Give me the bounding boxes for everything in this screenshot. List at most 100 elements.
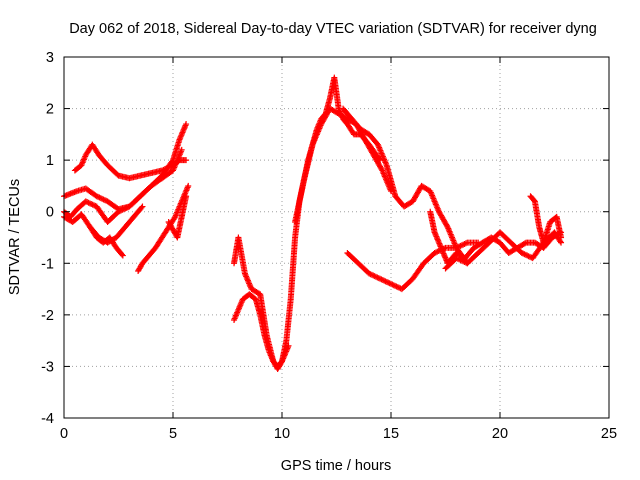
data-point [138,204,145,211]
data-point [99,195,106,202]
data-point [118,207,125,214]
data-point [394,284,401,291]
x-tick-label: 20 [492,426,508,442]
data-point [518,249,525,256]
data-point [285,342,292,349]
data-point [432,249,439,256]
data-point [558,239,565,246]
data-point [434,248,441,255]
data-point [119,252,126,259]
data-point [381,277,388,284]
data-point [461,240,468,247]
data-point [366,270,373,277]
data-point [462,240,469,247]
x-tick-label: 25 [601,426,617,442]
data-point [378,276,385,283]
data-point [375,275,382,282]
data-point [119,206,126,213]
y-tick-label: -2 [41,308,54,324]
data-point [118,251,125,258]
plot-frame [63,56,610,419]
data-point [122,205,129,212]
data-point [86,200,93,207]
data-point [123,204,130,211]
y-tick-label: -4 [41,411,54,427]
data-point [522,251,529,258]
data-point [183,193,190,200]
data-point [370,272,377,279]
data-point [378,166,385,173]
series-arc14 [442,229,565,272]
data-point [456,256,463,263]
series-arc15 [527,193,565,246]
x-tick-label: 5 [169,426,177,442]
series-arc9 [231,291,292,373]
data-point [100,196,107,203]
y-tick-label: 2 [46,102,54,118]
data-point [374,274,381,281]
y-axis-label: SDTVAR / TECUs [7,179,23,295]
data-point [557,238,564,245]
data-point [390,282,397,289]
data-point [85,199,92,206]
series-arc10 [292,105,394,226]
data-point [101,197,108,204]
data-point [373,273,380,280]
data-point [185,182,192,189]
data-point [521,240,528,247]
y-tick-label: -1 [41,256,54,272]
data-point [84,199,91,206]
data-point [385,279,392,286]
data-point [93,193,100,200]
x-axis-label: GPS time / hours [281,458,391,474]
data-point [453,244,460,251]
data-point [82,198,89,205]
data-point [95,193,102,200]
data-point [393,283,400,290]
chart-title: Day 062 of 2018, Sidereal Day-to-day VTE… [69,21,597,37]
data-point [278,359,285,366]
data-point [431,249,438,256]
x-tick-label: 10 [274,426,290,442]
data-point [460,258,467,265]
data-point [368,271,375,278]
data-point [457,242,464,249]
data-point [520,250,527,257]
data-point [383,278,390,285]
data-point [97,195,104,202]
series-arc7 [165,193,190,241]
y-tick-label: 0 [46,205,54,221]
data-point [456,243,463,250]
axis-ticks: 0 5 10 15 20 25 -4 -3 -2 -1 0 1 2 3 [41,50,617,442]
data-point [139,203,146,210]
data-point [453,255,460,262]
data-point [88,200,95,207]
data-point [460,241,467,248]
data-point [388,280,394,287]
data-point [382,278,389,285]
data-point [457,257,464,264]
data-point [183,121,190,128]
y-tick-label: 3 [46,50,54,66]
data-point [183,157,190,164]
data-point [367,271,374,278]
data-point [96,194,103,201]
data-point [115,208,122,215]
series-arc3 [61,146,185,226]
data-point [454,244,461,251]
series-arc6 [135,182,192,275]
data-point [458,257,465,264]
data-point [558,234,565,241]
data-point [525,253,532,260]
series-arc12 [344,239,482,293]
data-point [389,281,396,288]
x-tick-label: 15 [383,426,399,442]
data-point [178,146,185,153]
data-points [61,74,565,373]
data-point [120,206,127,213]
data-point [89,201,96,208]
data-point [443,222,450,229]
y-tick-label: 1 [46,153,54,169]
series-arc5 [87,224,126,259]
data-point [521,251,528,258]
